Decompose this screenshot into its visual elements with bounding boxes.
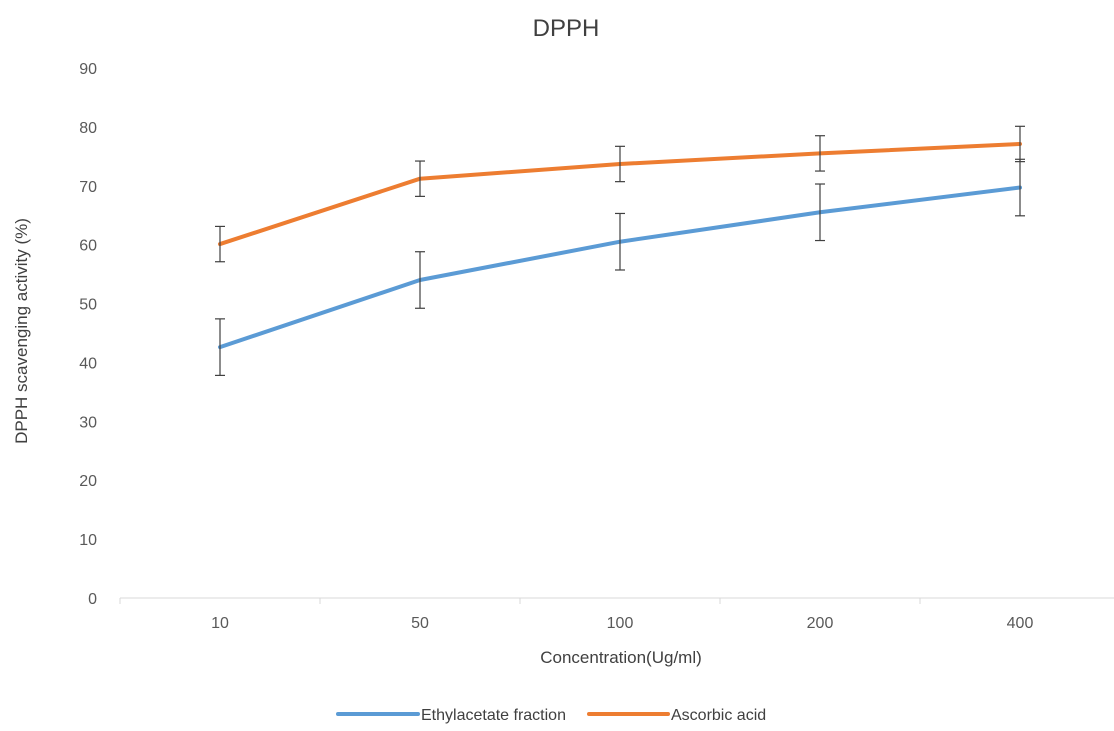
error-bar [815,183,825,242]
x-axis-label: Concentration(Ug/ml) [540,648,702,667]
error-bar [1015,125,1025,163]
x-tick-label: 10 [211,615,229,632]
y-tick-label: 90 [79,61,97,78]
error-bar [815,135,825,172]
y-tick-label: 30 [79,414,97,431]
y-tick-label: 70 [79,179,97,196]
legend: Ethylacetate fraction Ascorbic acid [336,707,766,724]
series-layer [215,125,1025,376]
legend-label: Ascorbic acid [671,707,766,724]
y-tick-label: 60 [79,238,97,255]
x-tick-label: 100 [607,615,634,632]
legend-label: Ethylacetate fraction [421,707,566,724]
chart-title: DPPH [533,15,600,42]
x-tick-label: 200 [807,615,834,632]
y-tick-label: 20 [79,473,97,490]
y-tick-label: 10 [79,532,97,549]
x-tick-label: 400 [1007,615,1034,632]
error-bar [215,318,225,376]
error-bar [615,212,625,271]
error-bar [415,160,425,197]
legend-item: Ascorbic acid [587,707,766,724]
x-tick-label: 50 [411,615,429,632]
error-bar [215,225,225,263]
y-tick-label: 80 [79,120,97,137]
legend-item: Ethylacetate fraction [336,707,566,724]
error-bar [615,145,625,183]
y-tick-label: 50 [79,297,97,314]
y-tick-label: 0 [88,591,97,608]
y-tick-label: 40 [79,355,97,372]
y-axis-label: DPPH scavenging activity (%) [12,218,31,444]
x-axis: 10 50 100 200 400 [119,597,1114,632]
y-tick-labels: 0 10 20 30 40 50 60 70 80 90 [79,61,97,608]
error-bar [415,251,425,309]
